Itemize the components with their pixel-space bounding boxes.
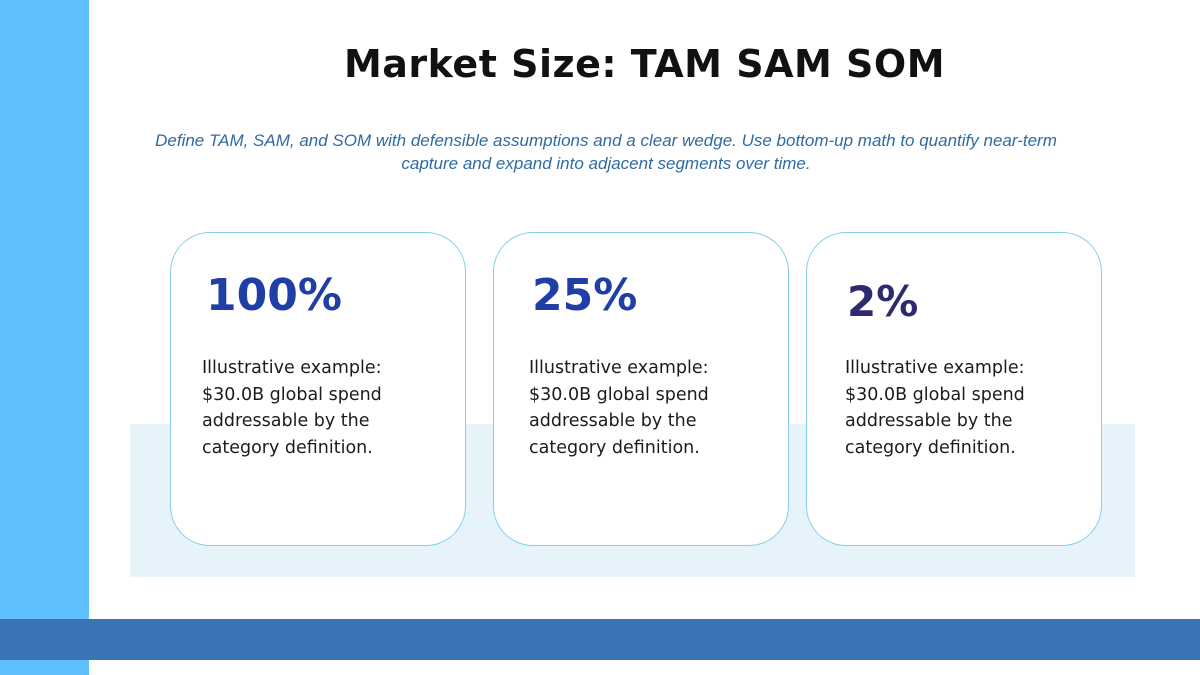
tam-card: 100% Illustrative example: $30.0B global…	[170, 232, 466, 546]
tam-description: Illustrative example: $30.0B global spen…	[202, 358, 382, 458]
som-description: Illustrative example: $30.0B global spen…	[845, 358, 1025, 458]
bottom-accent-bar	[0, 619, 1200, 660]
sam-value: 25%	[532, 270, 638, 321]
slide-title: Market Size: TAM SAM SOM	[343, 42, 946, 86]
som-value: 2%	[847, 277, 919, 326]
left-accent-bar	[0, 0, 89, 675]
sam-description: Illustrative example: $30.0B global spen…	[529, 358, 709, 458]
som-card: 2% Illustrative example: $30.0B global s…	[806, 232, 1102, 546]
tam-value: 100%	[206, 270, 342, 321]
sam-card: 25% Illustrative example: $30.0B global …	[493, 232, 789, 546]
slide-subtitle: Define TAM, SAM, and SOM with defensible…	[155, 131, 1057, 173]
